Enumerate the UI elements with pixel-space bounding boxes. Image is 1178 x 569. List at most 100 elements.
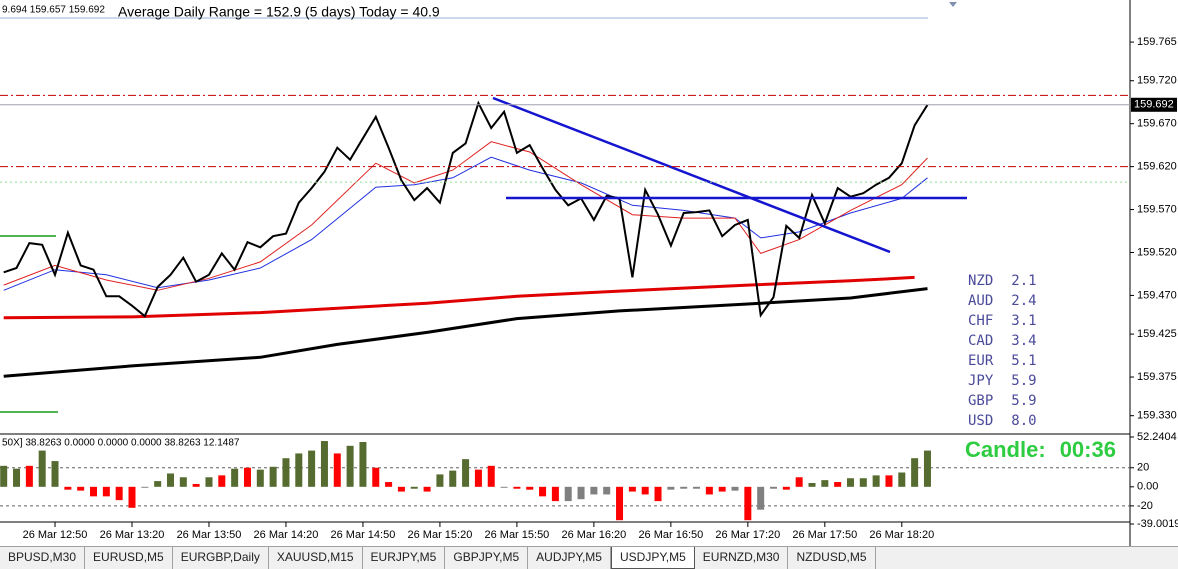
quote: 9.694 159.657 159.692 <box>2 5 105 16</box>
y-tick-label: 159.425 <box>1137 328 1177 340</box>
strength-row: JPY 5.9 <box>968 373 1037 393</box>
histogram-bar <box>13 468 21 487</box>
x-tick-label: 26 Mar 14:20 <box>254 529 319 541</box>
histogram-bar <box>795 477 803 487</box>
current-price-box <box>1131 97 1177 112</box>
strength-row: USD 8.0 <box>968 413 1037 433</box>
histogram-bar <box>911 458 919 487</box>
x-tick-label: 26 Mar 13:50 <box>177 529 242 541</box>
histogram-bar <box>603 486 611 495</box>
price-line <box>3 141 928 291</box>
strength-row: CHF 3.1 <box>968 313 1037 333</box>
histogram-bar <box>90 486 98 497</box>
histogram-bar <box>872 475 880 487</box>
symbol-tab[interactable]: EURJPY,M5 <box>363 547 446 569</box>
histogram-bar <box>654 486 662 502</box>
strength-table: NZD 2.1 AUD 2.4 CHF 3.1 CAD 3.4 EUR 5.1 JPY 5.9 GBP 5… <box>968 273 1037 433</box>
histogram-bar <box>590 486 598 495</box>
histogram-bar <box>731 486 739 491</box>
histogram-bar <box>487 465 495 487</box>
histogram-bar <box>243 467 251 487</box>
price-line <box>3 156 928 291</box>
histogram-bar <box>859 478 867 487</box>
histogram-bar <box>923 450 931 487</box>
histogram-bar <box>744 486 752 521</box>
symbol-tab[interactable]: GBPJPY,M5 <box>445 547 529 569</box>
histogram-bar <box>231 468 239 487</box>
strength-value: 8.0 <box>1011 413 1037 429</box>
symbol-tab[interactable]: EURGBP,Daily <box>173 547 269 569</box>
histogram-bar <box>539 486 547 497</box>
strength-value: 3.4 <box>1011 333 1037 349</box>
timer-label: Candle: <box>965 437 1046 462</box>
histogram-bar <box>218 475 226 487</box>
histogram-bar <box>295 453 303 487</box>
strength-value: 2.1 <box>1011 273 1037 289</box>
currency: GBP <box>968 393 994 409</box>
x-tick-label: 26 Mar 16:20 <box>561 529 626 541</box>
histogram-bar <box>821 480 829 487</box>
strength-row: NZD 2.1 <box>968 273 1037 293</box>
histogram-bar <box>436 474 444 487</box>
symbol-tab[interactable]: EURUSD,M5 <box>85 547 173 569</box>
histogram-bar <box>25 465 33 487</box>
symbol-tab[interactable]: XAUUSD,M15 <box>269 547 363 569</box>
candle-timer: Candle: 00:36 <box>965 437 1116 463</box>
histogram-bar <box>154 481 162 487</box>
x-tick-label: 26 Mar 15:20 <box>408 529 473 541</box>
symbol-tab[interactable]: AUDJPY,M5 <box>528 547 611 569</box>
strength-value: 5.1 <box>1011 353 1037 369</box>
y-tick-label: -20 <box>1137 500 1153 512</box>
currency: CHF <box>968 313 994 329</box>
y-tick-label: 159.570 <box>1137 203 1177 215</box>
symbol-tab[interactable]: BPUSD,M30 <box>0 547 86 569</box>
strength-row: EUR 5.1 <box>968 353 1037 373</box>
indicator-header: 50X] 38.8263 0.0000 0.0000 0.0000 38.826… <box>2 438 240 449</box>
histogram-bar <box>256 469 264 487</box>
currency: NZD <box>968 273 994 289</box>
histogram-bar <box>628 486 636 492</box>
histogram-bar <box>846 478 854 487</box>
y-tick-label: 0.00 <box>1137 481 1158 493</box>
y-tick-label: 52.2404 <box>1137 431 1177 443</box>
trendline <box>492 96 891 254</box>
currency: CAD <box>968 333 994 349</box>
strength-row: GBP 5.9 <box>968 393 1037 413</box>
histogram-bar <box>141 486 149 488</box>
chart: 9.694 159.657 159.692 Average Daily Rang… <box>0 0 1178 546</box>
symbol-tab[interactable]: NZDUSD,M5 <box>788 547 876 569</box>
histogram-bar <box>0 465 8 487</box>
currency: USD <box>968 413 994 429</box>
price-line <box>3 100 929 318</box>
strength-value: 5.9 <box>1011 373 1037 389</box>
price-line <box>3 275 915 320</box>
y-tick-label: 159.765 <box>1137 36 1177 48</box>
strength-value: 2.4 <box>1011 293 1037 309</box>
histogram-bar <box>38 450 46 487</box>
symbol-tab[interactable]: USDJPY,M5 <box>610 547 695 569</box>
histogram-bar <box>410 486 418 489</box>
histogram-bar <box>102 486 110 497</box>
histogram-bar <box>64 486 72 490</box>
y-tick-label: 159.330 <box>1137 410 1177 422</box>
histogram-bar <box>320 441 328 487</box>
histogram-bar <box>693 486 701 489</box>
histogram-bar <box>705 486 713 495</box>
timer-value: 00:36 <box>1059 437 1116 462</box>
histogram-bar <box>372 467 380 487</box>
histogram-bar <box>77 486 85 491</box>
histogram-bar <box>757 486 765 510</box>
strength-row: AUD 2.4 <box>968 293 1037 313</box>
histogram-bar <box>782 486 790 490</box>
histogram-bar <box>385 482 393 487</box>
histogram-bar <box>641 486 649 495</box>
shift-marker <box>949 2 957 7</box>
x-tick-label: 26 Mar 17:20 <box>715 529 780 541</box>
histogram-bar <box>166 473 174 487</box>
y-tick-label: 159.520 <box>1137 246 1177 258</box>
symbol-tab[interactable]: EURNZD,M30 <box>695 547 789 569</box>
histogram-bar <box>551 486 559 502</box>
histogram-bar <box>462 459 470 487</box>
histogram-bar <box>834 482 842 487</box>
tab-bar: BPUSD,M30 EURUSD,M5 EURGBP,Daily XAUUSD,M15… <box>0 546 1178 569</box>
